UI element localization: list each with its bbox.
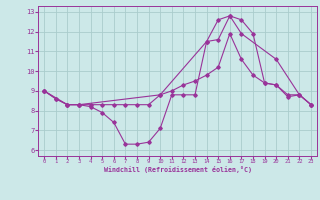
X-axis label: Windchill (Refroidissement éolien,°C): Windchill (Refroidissement éolien,°C) [104,166,252,173]
